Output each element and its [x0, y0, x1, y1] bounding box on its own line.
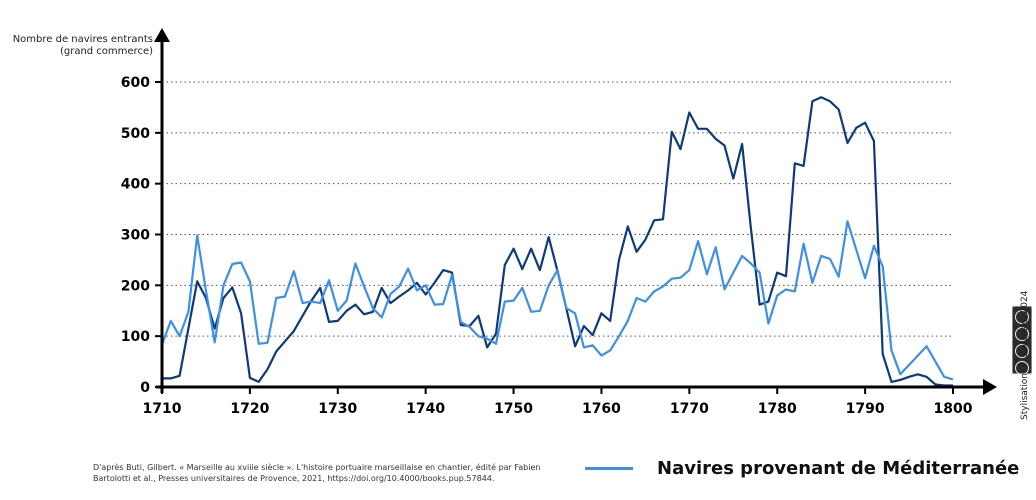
x-tick-label-1800: 1800 [934, 401, 973, 417]
y-tick-label-200: 200 [121, 278, 150, 294]
tick-labels: 0 100 200 300 400 500 600 1710 1720 1730 1740 1750 1… [121, 75, 973, 417]
x-tick-label-1770: 1770 [670, 401, 709, 417]
y-tick-label-100: 100 [121, 329, 150, 345]
y-axis-label-line-2: (grand commerce) [59, 46, 153, 57]
x-tick-label-1750: 1750 [494, 401, 533, 417]
x-tick-label-1780: 1780 [758, 401, 797, 417]
y-axis-arrow [154, 28, 170, 42]
source-citation: D'après Buti, Gilbert. « Marseille au xv… [93, 463, 541, 483]
legend-swatch [585, 467, 633, 470]
x-tick-label-1710: 1710 [143, 401, 182, 417]
axes [154, 28, 997, 395]
y-axis-label-line-1: Nombre de navires entrants [12, 34, 153, 45]
y-tick-label-600: 600 [121, 75, 150, 91]
y-axis-label: Nombre de navires entrants (grand commer… [10, 34, 153, 58]
series-group [160, 96, 954, 387]
y-tick-label-300: 300 [121, 228, 150, 244]
legend: Navires provenant de Méditerranée [585, 458, 1019, 479]
y-tick-label-400: 400 [121, 177, 150, 193]
x-tick-label-1720: 1720 [230, 401, 269, 417]
x-tick-label-1790: 1790 [846, 401, 885, 417]
y-tick-label-500: 500 [121, 126, 150, 142]
series-line-1 [162, 96, 953, 387]
series-line-2 [160, 220, 954, 381]
x-tick-label-1760: 1760 [582, 401, 621, 417]
x-axis-arrow [983, 379, 997, 395]
gridlines [162, 81, 953, 337]
x-tick-label-1730: 1730 [318, 401, 357, 417]
legend-label: Navires provenant de Méditerranée [657, 458, 1020, 479]
cc-by-nc-sa-icon [1012, 306, 1032, 375]
credit-text: Stylisation: F. Sauzeau, 2024 [1020, 290, 1030, 420]
y-tick-label-0: 0 [140, 380, 150, 396]
x-tick-label-1740: 1740 [406, 401, 445, 417]
